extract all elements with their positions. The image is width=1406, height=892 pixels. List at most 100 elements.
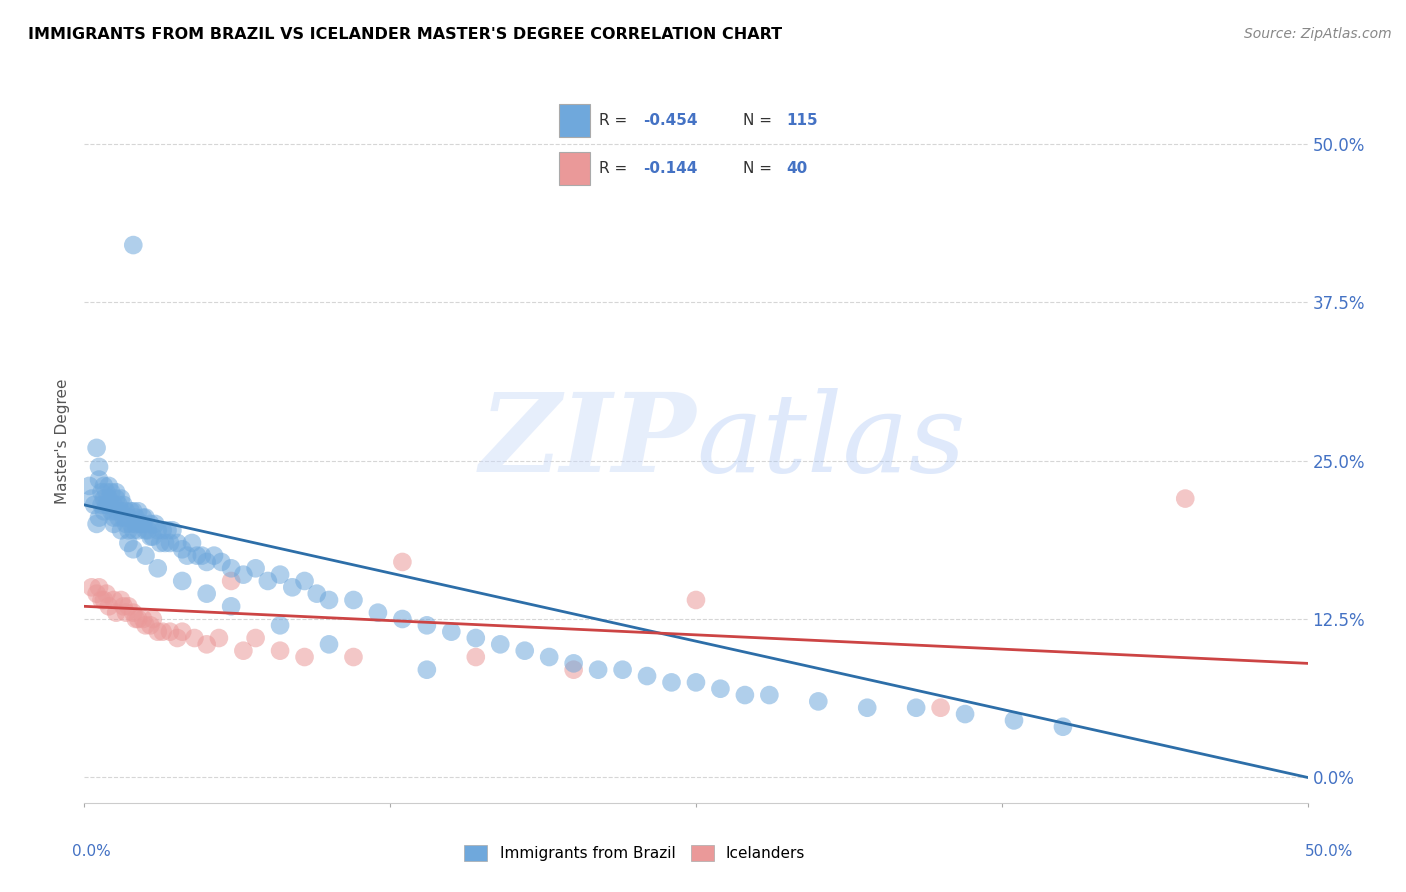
Point	[318, 637, 340, 651]
Point	[127, 612, 149, 626]
Point	[90, 593, 112, 607]
Point	[115, 516, 138, 531]
Point	[929, 700, 952, 714]
Point	[132, 510, 155, 524]
Point	[105, 606, 128, 620]
Point	[80, 580, 103, 594]
Text: atlas: atlas	[696, 388, 966, 495]
Point	[305, 587, 328, 601]
Point	[117, 523, 139, 537]
Point	[87, 580, 110, 594]
Point	[172, 542, 194, 557]
Point	[86, 587, 108, 601]
Point	[416, 618, 439, 632]
Point	[281, 580, 304, 594]
Point	[87, 510, 110, 524]
Point	[90, 498, 112, 512]
Point	[152, 624, 174, 639]
Point	[191, 549, 214, 563]
Point	[1002, 714, 1025, 728]
Point	[125, 516, 148, 531]
Point	[464, 650, 486, 665]
Point	[132, 516, 155, 531]
Legend: Immigrants from Brazil, Icelanders: Immigrants from Brazil, Icelanders	[458, 839, 811, 867]
Point	[232, 643, 254, 657]
Point	[186, 549, 208, 563]
Text: Source: ZipAtlas.com: Source: ZipAtlas.com	[1244, 27, 1392, 41]
Point	[135, 618, 157, 632]
Point	[153, 536, 176, 550]
Point	[122, 542, 145, 557]
Point	[127, 523, 149, 537]
Point	[110, 504, 132, 518]
Point	[146, 523, 169, 537]
Point	[86, 516, 108, 531]
Point	[146, 624, 169, 639]
Point	[181, 536, 204, 550]
Point	[391, 612, 413, 626]
Point	[105, 485, 128, 500]
Point	[93, 504, 115, 518]
Point	[294, 574, 316, 588]
Point	[905, 700, 928, 714]
Point	[103, 498, 125, 512]
Point	[107, 510, 129, 524]
Point	[117, 536, 139, 550]
Point	[112, 599, 135, 614]
Point	[110, 523, 132, 537]
Point	[636, 669, 658, 683]
Point	[149, 536, 172, 550]
Point	[117, 510, 139, 524]
Point	[136, 523, 159, 537]
Point	[90, 485, 112, 500]
Point	[159, 624, 181, 639]
Point	[245, 561, 267, 575]
Point	[245, 631, 267, 645]
Point	[208, 631, 231, 645]
Point	[83, 498, 105, 512]
Point	[142, 530, 165, 544]
Point	[139, 530, 162, 544]
Point	[166, 631, 188, 645]
Point	[513, 643, 536, 657]
Point	[734, 688, 756, 702]
Point	[195, 637, 218, 651]
Point	[562, 663, 585, 677]
Point	[146, 561, 169, 575]
Point	[202, 549, 225, 563]
Point	[139, 516, 162, 531]
Point	[489, 637, 512, 651]
Point	[115, 606, 138, 620]
Point	[105, 491, 128, 506]
Point	[110, 491, 132, 506]
Point	[125, 510, 148, 524]
Point	[97, 498, 120, 512]
Point	[685, 593, 707, 607]
Point	[685, 675, 707, 690]
Point	[219, 599, 242, 614]
Point	[440, 624, 463, 639]
Point	[1174, 491, 1197, 506]
Point	[103, 516, 125, 531]
Point	[93, 593, 115, 607]
Point	[125, 612, 148, 626]
Point	[162, 523, 184, 537]
Point	[159, 536, 181, 550]
Point	[342, 593, 364, 607]
Point	[112, 510, 135, 524]
Point	[257, 574, 280, 588]
Point	[464, 631, 486, 645]
Point	[709, 681, 731, 696]
Point	[758, 688, 780, 702]
Point	[139, 618, 162, 632]
Point	[107, 498, 129, 512]
Point	[97, 498, 120, 512]
Point	[122, 238, 145, 252]
Point	[117, 599, 139, 614]
Point	[115, 504, 138, 518]
Point	[80, 491, 103, 506]
Y-axis label: Master's Degree: Master's Degree	[55, 379, 70, 504]
Point	[209, 555, 232, 569]
Point	[77, 479, 100, 493]
Point	[195, 587, 218, 601]
